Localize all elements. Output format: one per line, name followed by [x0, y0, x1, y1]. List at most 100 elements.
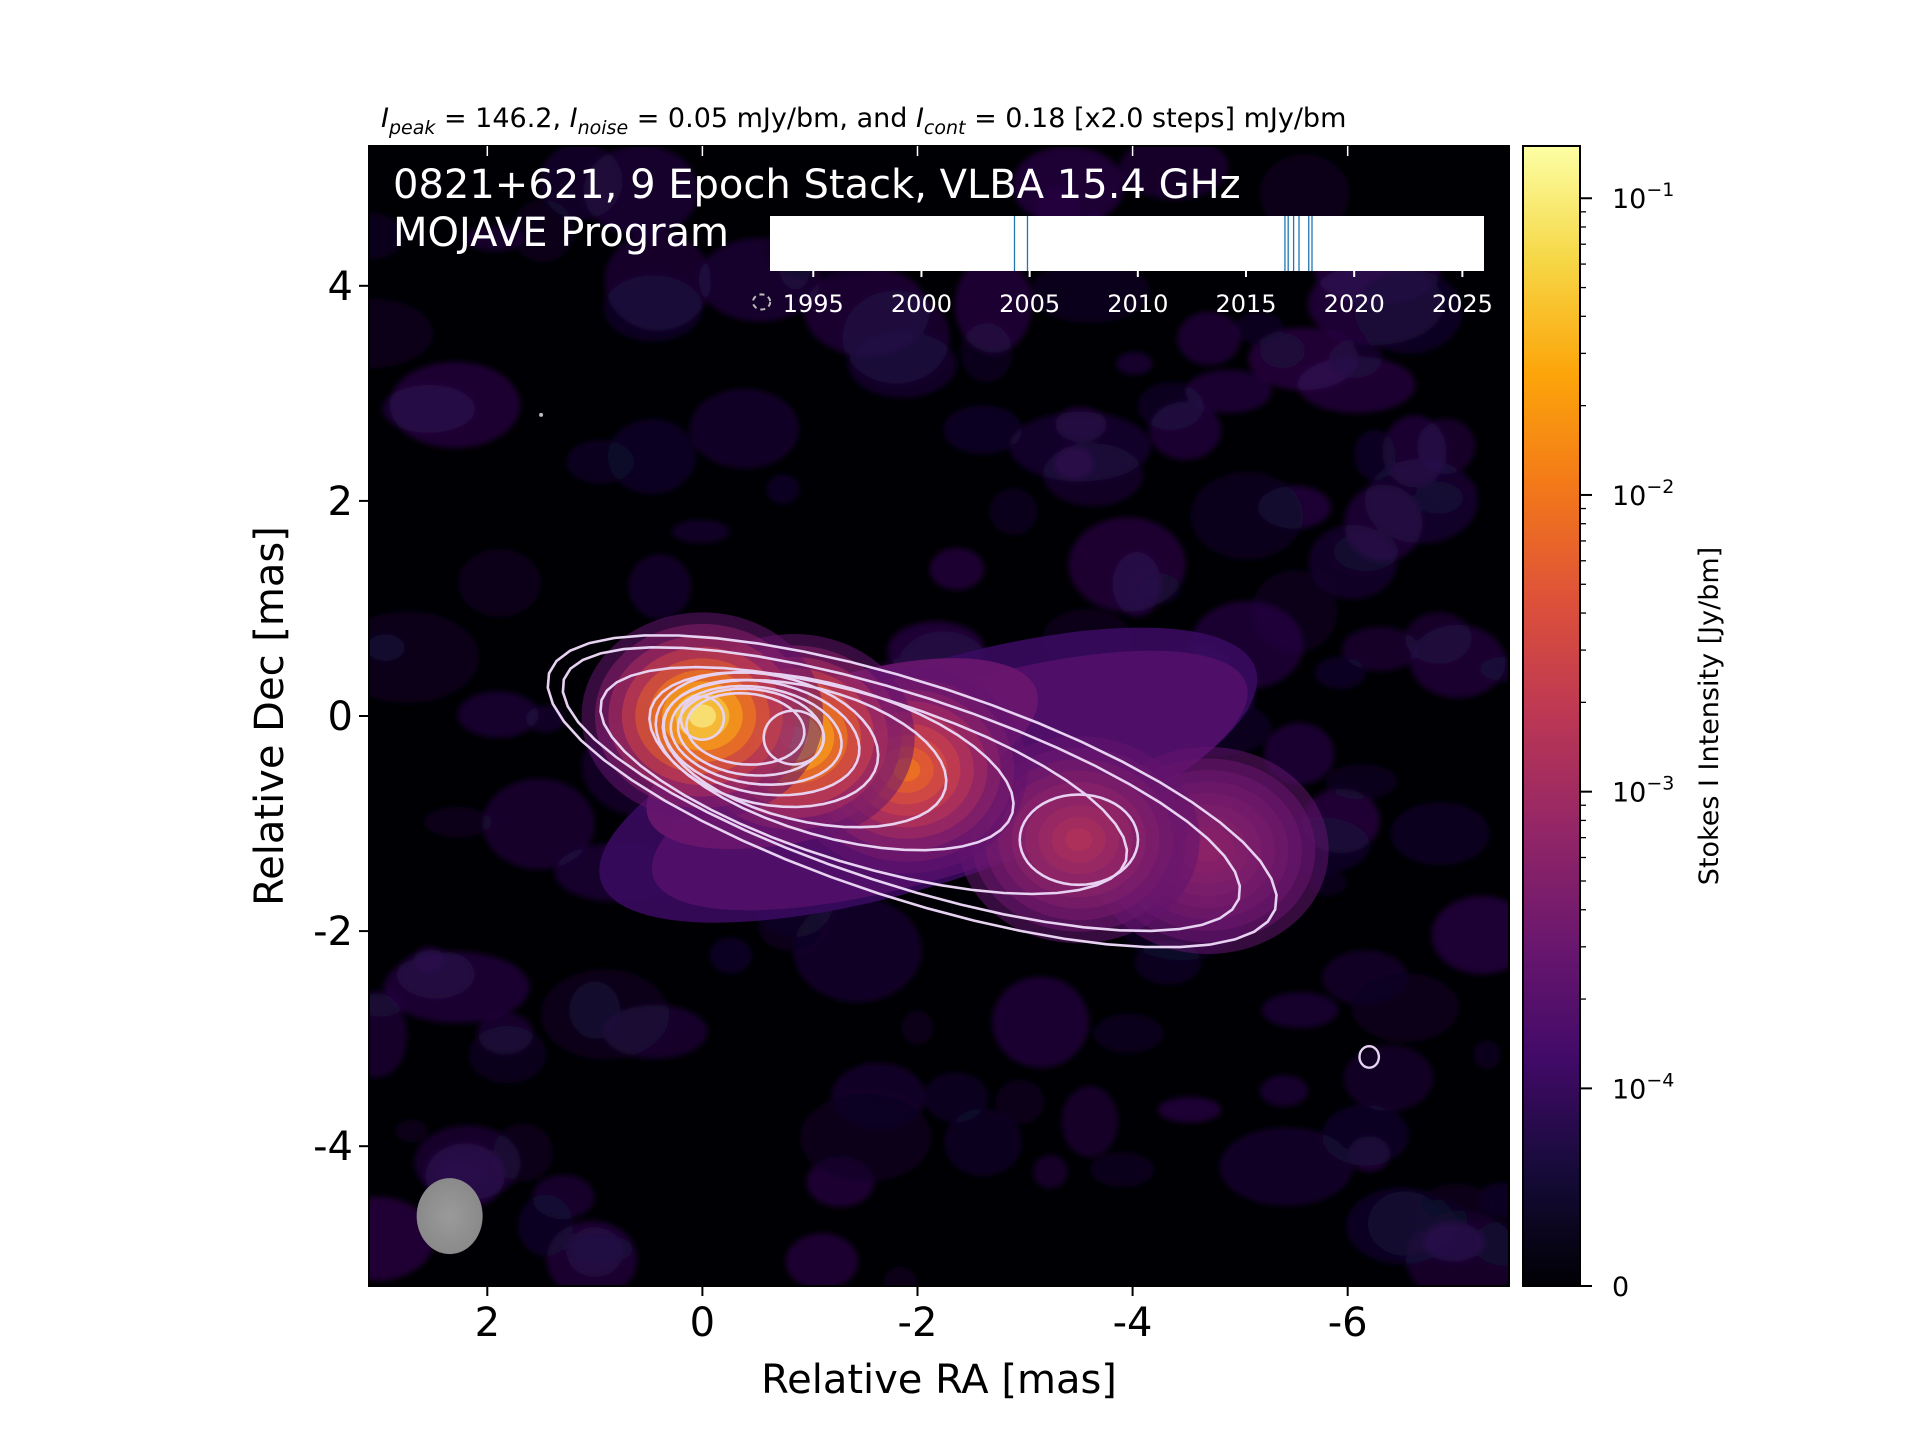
contour-line [1358, 1044, 1381, 1069]
noise-blob [369, 634, 405, 662]
noise-blob [1177, 311, 1241, 366]
noise-blob [477, 1012, 533, 1055]
noise-blob [842, 290, 950, 384]
contour-line [685, 691, 806, 766]
noise-blob [565, 1234, 633, 1264]
noise-blob [1322, 1104, 1410, 1166]
noise-blob [671, 520, 730, 544]
noise-blob [1219, 1127, 1354, 1206]
y-tick-label: -2 [313, 909, 353, 955]
noise-blob [369, 611, 480, 704]
noise-blob [1149, 401, 1222, 460]
noise-blob [1414, 481, 1463, 514]
noise-blob [995, 1079, 1045, 1125]
noise-blob [1351, 972, 1460, 1043]
noise-blob [1326, 763, 1398, 800]
noise-blob [1342, 626, 1419, 671]
noise-blob [1055, 406, 1107, 443]
noise-blob [1343, 1044, 1434, 1112]
contour-line [676, 687, 825, 777]
contour-line [1018, 793, 1140, 887]
noise-blob [799, 1093, 932, 1183]
noise-blob [1431, 896, 1509, 975]
noise-blob [943, 405, 1022, 455]
noise-blob [1354, 269, 1463, 354]
noise-blob [1260, 1075, 1309, 1107]
noise-blob [457, 691, 539, 738]
noise-blob [394, 1119, 428, 1143]
noise-blob [1474, 1221, 1509, 1266]
noise-blob [1029, 260, 1151, 323]
x-tick-label: -2 [898, 1300, 938, 1346]
y-axis-label: Relative Dec [mas] [247, 526, 293, 906]
noise-blob [901, 1009, 933, 1046]
noise-blob [369, 1196, 435, 1281]
noise-blob [1315, 656, 1366, 690]
noise-blob [1344, 484, 1423, 562]
y-tick-label: 4 [328, 264, 353, 310]
epoch-inset-box [770, 216, 1484, 271]
noise-blob [607, 418, 697, 495]
noise-blob [423, 806, 492, 838]
noise-blob [1390, 802, 1490, 866]
noise-blob [1260, 333, 1305, 369]
noise-blob [883, 1266, 918, 1286]
noise-blob [766, 474, 800, 504]
noise-blob [1259, 153, 1350, 235]
noise-blob [511, 199, 575, 263]
contour-line [679, 695, 726, 742]
noise-blob [463, 225, 526, 251]
contour-layer [539, 293, 1381, 1069]
colorbar-tick-label: 10−1 [1612, 179, 1674, 215]
noise-blob [1009, 411, 1151, 482]
noise-blob [1157, 1096, 1222, 1123]
noise-blob [1405, 612, 1472, 664]
noise-blob [1093, 1013, 1164, 1054]
source-annotation-line1: 0821+621, 9 Epoch Stack, VLBA 15.4 GHz [393, 162, 1241, 208]
y-tick-label: 2 [328, 479, 353, 525]
noise-blob [954, 256, 1032, 353]
noise-blob [566, 439, 635, 484]
noise-blob [413, 946, 445, 973]
noise-blob [709, 937, 753, 974]
epoch-tick-label: 2005 [999, 290, 1060, 318]
colorbar: 0 10−4 10−3 10−2 10−1 Stokes I Intensity [Jy… [1522, 145, 1725, 1303]
noise-blob [482, 778, 595, 870]
epoch-tick-label: 1995 [783, 290, 844, 318]
image-panel: 0821+621, 9 Epoch Stack, VLBA 15.4 GHz M… [368, 145, 1510, 1287]
noise-blob [944, 1108, 1023, 1177]
epoch-tick-label: 2015 [1215, 290, 1276, 318]
noise-blob [369, 298, 434, 369]
plot-title: Ipeak = 146.2, Inoise = 0.05 mJy/bm, and… [381, 103, 1346, 139]
colorbar-tick-label: 0 [1612, 1272, 1629, 1303]
noise-blob [1116, 352, 1153, 375]
component-emission [688, 704, 716, 728]
noise-blob [1473, 1040, 1501, 1069]
colorbar-label: Stokes I Intensity [Jy/bm] [1694, 547, 1725, 885]
x-tick-label: 2 [475, 1300, 500, 1346]
noise-blob [992, 976, 1089, 1068]
contour-line [599, 665, 1129, 896]
noise-blob [389, 361, 521, 448]
colorbar-tick-label: 10−4 [1612, 1069, 1674, 1105]
contour-line [662, 678, 861, 797]
noise-blob [383, 951, 530, 1023]
noise-blob [785, 1233, 858, 1286]
noise-blob [517, 1194, 573, 1257]
x-tick-label: -6 [1328, 1300, 1368, 1346]
noise-blob [458, 548, 542, 617]
epoch-ticks: 1995 2000 2005 2010 2015 2020 2025 [783, 271, 1493, 318]
noise-blob [1261, 992, 1339, 1028]
epoch-lines [1013, 216, 1313, 271]
contour-line [654, 671, 880, 809]
component-emission [1065, 828, 1093, 852]
epoch-tick-label: 2000 [891, 290, 952, 318]
noise-blob [1190, 471, 1304, 560]
colorbar-tick-label: 10−2 [1612, 476, 1674, 512]
noise-blob [1353, 429, 1396, 481]
noise-blob [1185, 369, 1272, 413]
x-axis-label: Relative RA [mas] [761, 1357, 1117, 1403]
y-tick-label: 0 [328, 694, 353, 740]
noise-blob [689, 388, 799, 469]
